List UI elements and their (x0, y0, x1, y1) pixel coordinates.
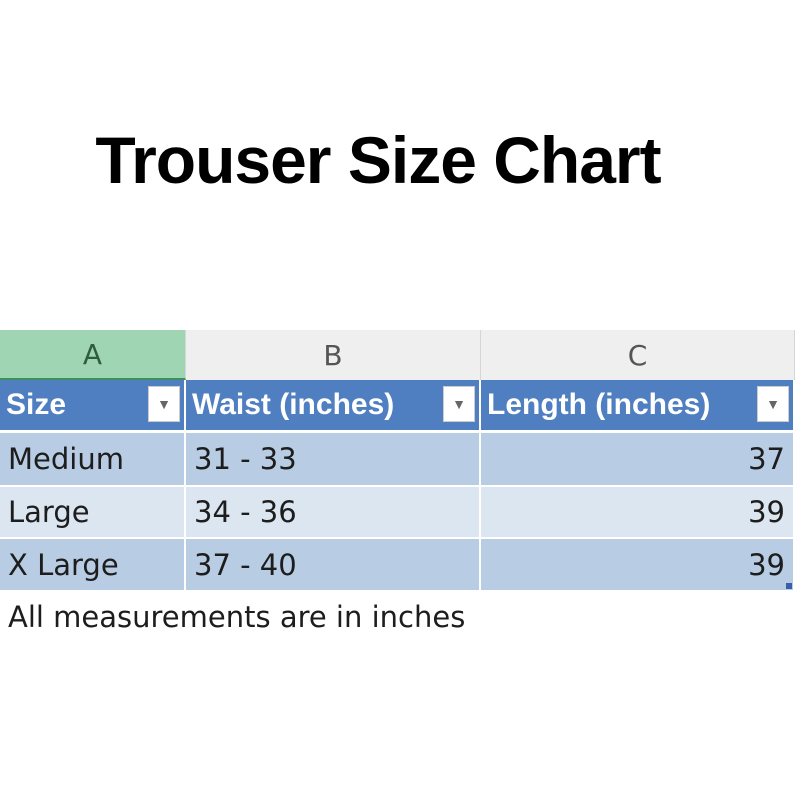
header-waist[interactable]: Waist (inches) ▼ (186, 380, 481, 430)
header-length-label: Length (inches) (487, 388, 711, 421)
column-header-a[interactable]: A (0, 330, 186, 380)
table-row: Medium 31 - 33 37 (0, 433, 800, 485)
filter-dropdown-icon[interactable]: ▼ (443, 386, 475, 422)
cell-waist[interactable]: 37 - 40 (186, 539, 481, 590)
header-length[interactable]: Length (inches) ▼ (481, 380, 795, 430)
column-header-b[interactable]: B (186, 330, 481, 380)
cell-length[interactable]: 39 (481, 487, 795, 537)
header-size-label: Size (6, 388, 67, 421)
header-waist-label: Waist (inches) (192, 388, 395, 421)
filter-dropdown-icon[interactable]: ▼ (757, 386, 789, 422)
table-row: Large 34 - 36 39 (0, 487, 800, 537)
filter-dropdown-icon[interactable]: ▼ (148, 386, 180, 422)
column-header-row: A B C (0, 330, 800, 380)
cell-size[interactable]: Large (0, 487, 186, 537)
cell-length[interactable]: 39 (481, 539, 795, 590)
cell-size[interactable]: X Large (0, 539, 186, 590)
cell-length-value: 39 (748, 547, 785, 582)
column-header-c[interactable]: C (481, 330, 795, 380)
table-header-row: Size ▼ Waist (inches) ▼ Length (inches) ▼ (0, 380, 800, 430)
table-resize-handle[interactable] (786, 583, 792, 589)
page-title: Trouser Size Chart (95, 123, 661, 197)
cell-waist[interactable]: 34 - 36 (186, 487, 481, 537)
header-size[interactable]: Size ▼ (0, 380, 186, 430)
cell-length[interactable]: 37 (481, 433, 795, 485)
table-row: X Large 37 - 40 39 (0, 539, 800, 590)
footer-note[interactable]: All measurements are in inches (0, 592, 795, 642)
cell-size[interactable]: Medium (0, 433, 186, 485)
footer-row: All measurements are in inches (0, 592, 800, 642)
cell-waist[interactable]: 31 - 33 (186, 433, 481, 485)
